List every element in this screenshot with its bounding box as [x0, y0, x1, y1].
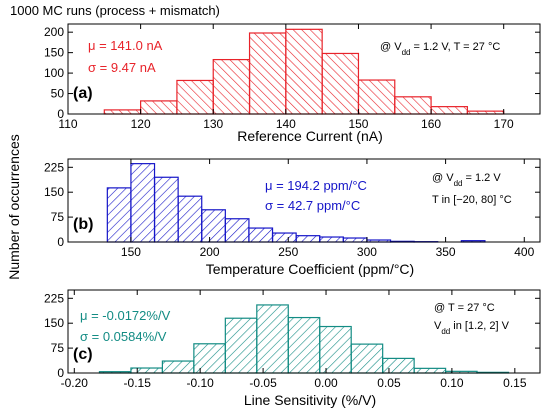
y-tick-label: 100 [44, 66, 64, 80]
condition-annotation-line2: T in [−20, 80] °C [432, 194, 512, 206]
histogram-bar [256, 304, 289, 374]
histogram-bar [271, 232, 297, 243]
condition-annotation: @ Vdd = 1.2 V [432, 172, 501, 188]
x-tick-label: 0.10 [440, 376, 464, 390]
x-tick-label: -0.10 [186, 376, 214, 390]
histogram-bar [224, 317, 258, 374]
histogram-bar [140, 100, 178, 115]
x-tick-label: 0.00 [314, 376, 338, 390]
histogram-bar [106, 187, 132, 243]
histogram-bar [319, 325, 352, 374]
mean-annotation: μ = 141.0 nA [88, 38, 163, 53]
y-tick-label: 75 [51, 210, 65, 224]
histogram-bar [248, 32, 287, 115]
x-axis-label: Reference Current (nA) [237, 128, 383, 144]
x-tick-label: 400 [514, 245, 534, 259]
histogram-bar [295, 235, 321, 243]
x-tick-label: 0.05 [377, 376, 401, 390]
panel-a-reference-current: 110 120 130 140 150 160 170 0 50 100 150 200 Referen… [44, 23, 541, 144]
y-tick-label: 150 [44, 46, 64, 60]
sigma-annotation: σ = 42.7 ppm/°C [265, 198, 360, 213]
x-tick-label: 110 [58, 117, 77, 131]
y-tick-label: 225 [44, 291, 64, 305]
x-tick-label: -0.05 [249, 376, 277, 390]
x-axis-label: Temperature Coefficient (ppm/°C) [206, 261, 414, 277]
histogram-bar [321, 52, 360, 115]
histogram-bar [394, 96, 432, 115]
histogram-bar [201, 209, 226, 243]
histogram-bar [161, 360, 195, 374]
histogram-bar [357, 79, 396, 115]
condition-annotation: @ T = 27 °C [434, 302, 495, 314]
histogram-bar [224, 218, 250, 243]
x-tick-label: 170 [494, 117, 514, 131]
y-tick-label: 150 [44, 316, 64, 330]
histogram-bar [287, 316, 321, 374]
histogram-bar [153, 176, 179, 243]
histogram-bar [130, 367, 164, 374]
x-tick-label: 0.15 [503, 376, 527, 390]
x-tick-label: 200 [200, 245, 220, 259]
histogram-bar [193, 343, 226, 374]
histogram-bar [350, 343, 384, 374]
y-tick-label: 50 [51, 87, 65, 101]
histogram-bar [342, 237, 368, 243]
plot-frame [67, 23, 541, 115]
panel-label: (c) [73, 346, 93, 363]
histogram-bar [130, 163, 156, 243]
y-tick-label: 150 [44, 185, 64, 199]
x-tick-label: 160 [421, 117, 441, 131]
x-tick-label: 130 [203, 117, 223, 131]
condition-annotation-line2: Vdd in [1.2, 2] V [434, 320, 510, 336]
histogram-bar [430, 106, 468, 115]
x-tick-label: -0.15 [124, 376, 152, 390]
x-tick-label: 300 [357, 245, 377, 259]
sigma-annotation: σ = 9.47 nA [88, 60, 156, 75]
histogram-bar [285, 28, 323, 115]
x-axis-label: Line Sensitivity (%/V) [244, 392, 376, 408]
histogram-bar [248, 227, 274, 243]
plot-frame [67, 289, 541, 374]
y-tick-label: 200 [44, 25, 64, 39]
y-tick-label: 225 [44, 160, 64, 174]
histogram-bar [212, 58, 251, 115]
mean-annotation: μ = 194.2 ppm/°C [265, 178, 367, 193]
y-tick-label: 0 [57, 235, 64, 249]
panel-label: (a) [73, 85, 93, 102]
x-tick-label: 150 [348, 117, 368, 131]
figure-header: 1000 MC runs (process + mismatch) [10, 3, 220, 18]
panel-c-line-sensitivity: -0.20 -0.15 -0.10 -0.05 0.00 0.05 0.10 0.15 0 75 1… [44, 289, 541, 408]
mean-annotation: μ = -0.0172%/V [80, 308, 171, 323]
plot-frame [67, 158, 541, 243]
sigma-annotation: σ = 0.0584%/V [80, 329, 167, 344]
y-tick-label: 0 [57, 107, 64, 121]
y-tick-label: 75 [51, 341, 65, 355]
x-tick-label: -0.20 [61, 376, 89, 390]
x-tick-label: 350 [436, 245, 456, 259]
histogram-bar [382, 357, 415, 374]
x-tick-label: 120 [131, 117, 151, 131]
histogram-bar [176, 79, 214, 115]
histogram-bar [177, 195, 203, 243]
y-tick-label: 0 [57, 366, 64, 380]
histogram-bar [319, 236, 344, 243]
panel-b-temperature-coefficient: 150 200 250 300 350 400 0 75 150 225 Temperature C… [44, 158, 541, 277]
histogram-bar [103, 109, 142, 115]
condition-annotation: @ Vdd = 1.2 V, T = 27 °C [380, 41, 500, 57]
x-tick-label: 150 [121, 245, 141, 259]
histogram-bar [413, 367, 447, 374]
x-tick-label: 140 [276, 117, 296, 131]
x-tick-label: 250 [278, 245, 298, 259]
panel-label: (b) [73, 216, 93, 233]
